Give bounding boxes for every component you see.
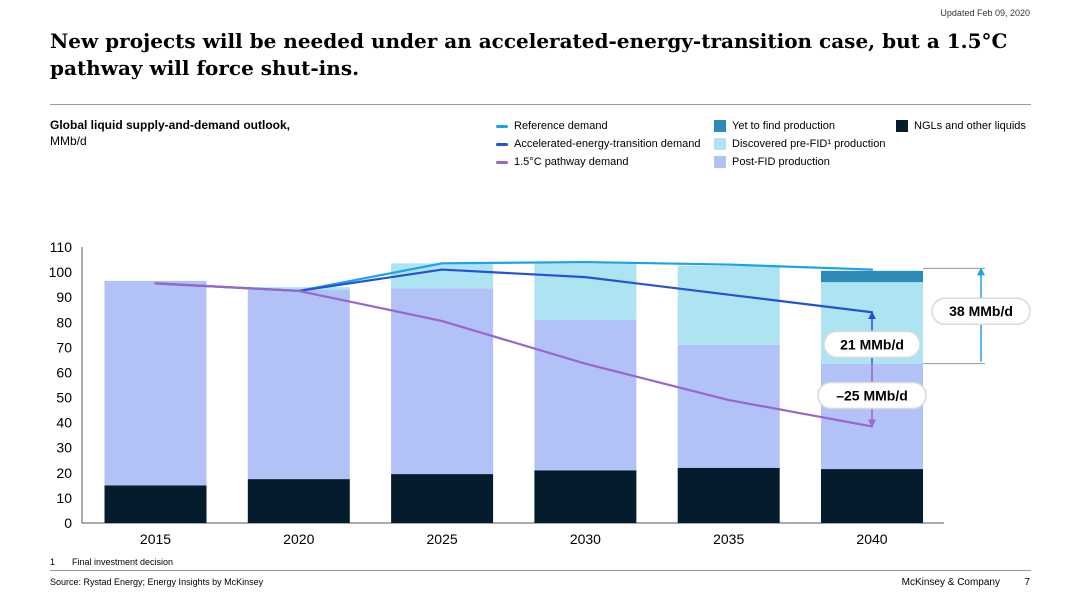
y-tick-label: 20: [56, 465, 72, 481]
title-line-1: New projects will be needed under an acc…: [50, 29, 1008, 53]
source-note: Source: Rystad Energy; Energy Insights b…: [50, 577, 264, 587]
annotation-minus-25: –25 MMb/d: [817, 381, 927, 410]
bar-segment: [534, 470, 637, 523]
legend-ngls: NGLs and other liquids: [896, 119, 1026, 133]
page-title: New projects will be needed under an acc…: [50, 28, 1040, 82]
chart-title: Global liquid supply-and-demand outlook,: [50, 118, 290, 132]
legend-reference-demand: Reference demand: [496, 119, 608, 133]
annotation-label: 21 MMb/d: [840, 336, 904, 352]
demand-line: [297, 260, 874, 293]
bar-segment: [391, 288, 494, 475]
footnote-text: Final investment decision: [72, 557, 174, 567]
page-number: 7: [1024, 577, 1030, 588]
bar-segment: [821, 469, 923, 523]
annotation-pill: [823, 330, 921, 359]
company-name: McKinsey & Company: [901, 577, 1000, 588]
y-tick-label: 110: [50, 239, 73, 255]
legend-label: Post-FID production: [732, 156, 830, 168]
bar-segment: [104, 485, 207, 523]
bar-segment: [391, 474, 494, 523]
bar-segment: [247, 479, 350, 523]
y-tick-label: 30: [56, 440, 72, 456]
legend-label: Accelerated-energy-transition demand: [514, 138, 701, 150]
bar-segment: [534, 263, 637, 320]
bar-segment: [677, 265, 780, 345]
annotation-pill: [931, 297, 1031, 325]
legend-label: Yet to find production: [732, 120, 835, 132]
annotation-label: 38 MMb/d: [949, 303, 1013, 319]
demand-line: [154, 282, 874, 428]
legend-label: Reference demand: [514, 120, 608, 132]
legend-swatch: [896, 120, 908, 132]
annotation-pill: [817, 381, 927, 410]
bar-segment: [104, 280, 207, 486]
legend-swatch: [714, 138, 726, 150]
legend-swatch: [714, 120, 726, 132]
x-tick-label: 2030: [570, 531, 601, 547]
legend-post-fid: Post-FID production: [714, 155, 830, 169]
x-tick-label: 2020: [283, 531, 314, 547]
y-tick-label: 40: [56, 415, 72, 431]
bar-segment: [391, 263, 494, 289]
y-tick-label: 60: [56, 364, 72, 380]
y-tick-label: 0: [64, 515, 72, 531]
x-tick-label: 2035: [713, 531, 744, 547]
footnote-number: 1: [50, 557, 56, 567]
y-tick-label: 50: [56, 390, 72, 406]
legend-label: Discovered pre-FID¹ production: [732, 138, 886, 150]
updated-date: Updated Feb 09, 2020: [940, 8, 1030, 18]
y-tick-label: 80: [56, 314, 72, 330]
x-tick-label: 2025: [427, 531, 458, 547]
annotation-38: 38 MMb/d: [931, 297, 1031, 325]
legend-swatch: [496, 160, 508, 164]
legend-swatch: [714, 156, 726, 168]
x-tick-label: 2040: [856, 531, 887, 547]
bar-segment: [247, 287, 350, 290]
legend-swatch: [496, 142, 508, 146]
legend-label: NGLs and other liquids: [914, 120, 1026, 132]
title-divider: [50, 104, 1031, 105]
annotation-label: –25 MMb/d: [836, 388, 908, 404]
y-tick-label: 70: [56, 339, 72, 355]
x-tick-label: 2015: [140, 531, 171, 547]
legend-discovered-pre-fid: Discovered pre-FID¹ production: [714, 137, 885, 151]
chart-subtitle: Global liquid supply-and-demand outlook,…: [50, 117, 290, 149]
footnote: 1 Final investment decision: [50, 557, 173, 567]
chart-unit: MMb/d: [50, 134, 87, 148]
y-tick-label: 100: [49, 264, 73, 280]
bar-segment: [821, 270, 923, 283]
annotation-21: 21 MMb/d: [823, 330, 921, 359]
legend-swatch: [496, 124, 508, 128]
bar-segment: [677, 467, 780, 523]
footer-divider: [50, 570, 1031, 571]
legend-1-5c-demand: 1.5°C pathway demand: [496, 155, 628, 169]
y-tick-label: 90: [56, 289, 72, 305]
y-tick-label: 10: [56, 490, 72, 506]
legend-label: 1.5°C pathway demand: [514, 156, 629, 168]
bar-segment: [247, 289, 350, 480]
legend-yet-to-find: Yet to find production: [714, 119, 835, 133]
title-line-2: pathway will force shut-ins.: [50, 56, 360, 80]
legend-accelerated-demand: Accelerated-energy-transition demand: [496, 137, 701, 151]
bar-segment: [534, 319, 637, 471]
